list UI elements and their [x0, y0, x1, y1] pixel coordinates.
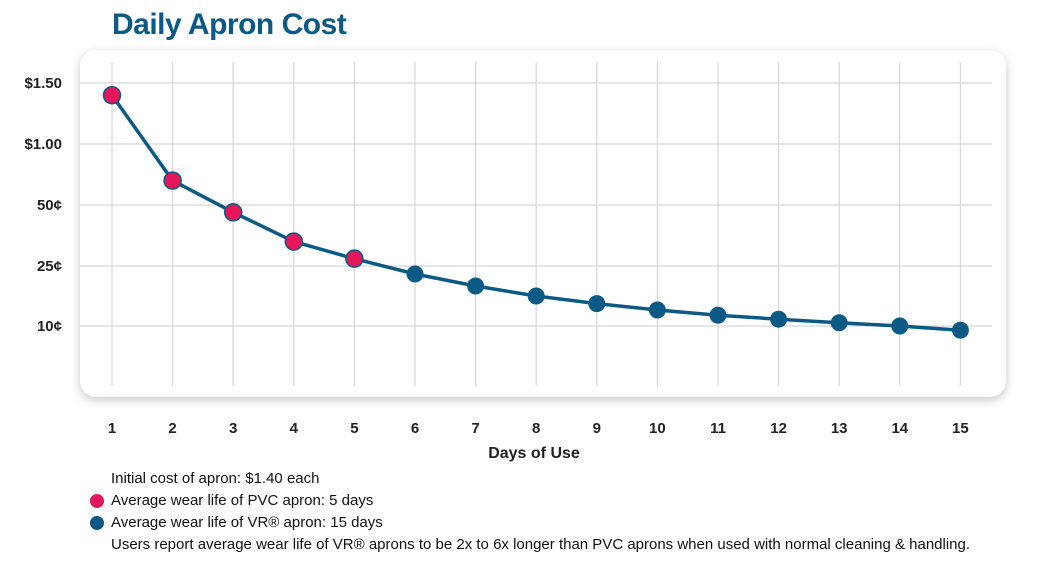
data-point-vr [467, 277, 485, 295]
note-report: Users report average wear life of VR® ap… [90, 534, 990, 556]
data-point-vr [770, 310, 788, 328]
y-tick-label: $1.50 [24, 75, 62, 92]
x-tick-label: 6 [411, 420, 419, 437]
legend-pvc: Average wear life of PVC apron: 5 days [90, 490, 990, 512]
data-point-vr [709, 306, 727, 324]
y-tick-label: 50¢ [37, 197, 62, 214]
x-tick-label: 5 [350, 420, 358, 437]
x-tick-label: 3 [229, 420, 237, 437]
y-tick-label: 25¢ [37, 258, 62, 275]
data-point-pvc [102, 85, 122, 105]
data-point-vr [830, 314, 848, 332]
y-axis-ticks: $1.50 $1.00 50¢ 25¢ 10¢ [24, 75, 62, 335]
data-point-pvc [163, 171, 182, 190]
x-tick-label: 2 [168, 420, 176, 437]
x-tick-label: 13 [831, 420, 848, 437]
grid [80, 62, 992, 386]
y-tick-label: 10¢ [37, 318, 62, 335]
x-tick-label: 10 [649, 420, 666, 437]
x-tick-label: 1 [108, 420, 116, 437]
x-tick-label: 11 [710, 420, 726, 437]
chart-title: Daily Apron Cost [112, 8, 347, 41]
data-points [102, 85, 969, 339]
data-point-vr [891, 317, 909, 335]
data-point-vr [951, 321, 969, 339]
note-initial-cost: Initial cost of apron: $1.40 each [90, 468, 990, 490]
chart-panel [80, 50, 1006, 397]
x-tick-label: 14 [891, 420, 908, 437]
report-text: Users report average wear life of VR® ap… [111, 536, 971, 553]
vr-text: Average wear life of VR® apron: 15 days [111, 514, 383, 531]
data-point-pvc [223, 203, 243, 222]
x-tick-label: 7 [471, 420, 479, 437]
data-point-vr [648, 301, 666, 319]
x-tick-label: 15 [952, 420, 969, 437]
data-point-vr [588, 295, 606, 313]
x-tick-label: 9 [593, 420, 601, 437]
pvc-text: Average wear life of PVC apron: 5 days [111, 492, 374, 509]
x-axis-ticks: 1 2 3 4 5 6 7 8 9 10 11 12 13 14 15 [108, 420, 969, 437]
vr-marker-icon [90, 516, 104, 530]
y-tick-label: $1.00 [24, 136, 62, 153]
x-axis-label: Days of Use [488, 445, 580, 462]
pvc-marker-icon [90, 494, 104, 508]
data-point-vr [406, 265, 424, 283]
x-tick-label: 4 [290, 420, 299, 437]
legend-notes: Initial cost of apron: $1.40 each Averag… [90, 468, 990, 556]
x-tick-label: 12 [770, 420, 787, 437]
data-point-pvc [284, 232, 304, 251]
x-tick-label: 8 [532, 420, 540, 437]
data-point-pvc [345, 249, 364, 268]
initial-cost-text: Initial cost of apron: $1.40 each [111, 470, 320, 487]
legend-vr: Average wear life of VR® apron: 15 days [90, 512, 990, 534]
data-point-vr [527, 287, 545, 305]
